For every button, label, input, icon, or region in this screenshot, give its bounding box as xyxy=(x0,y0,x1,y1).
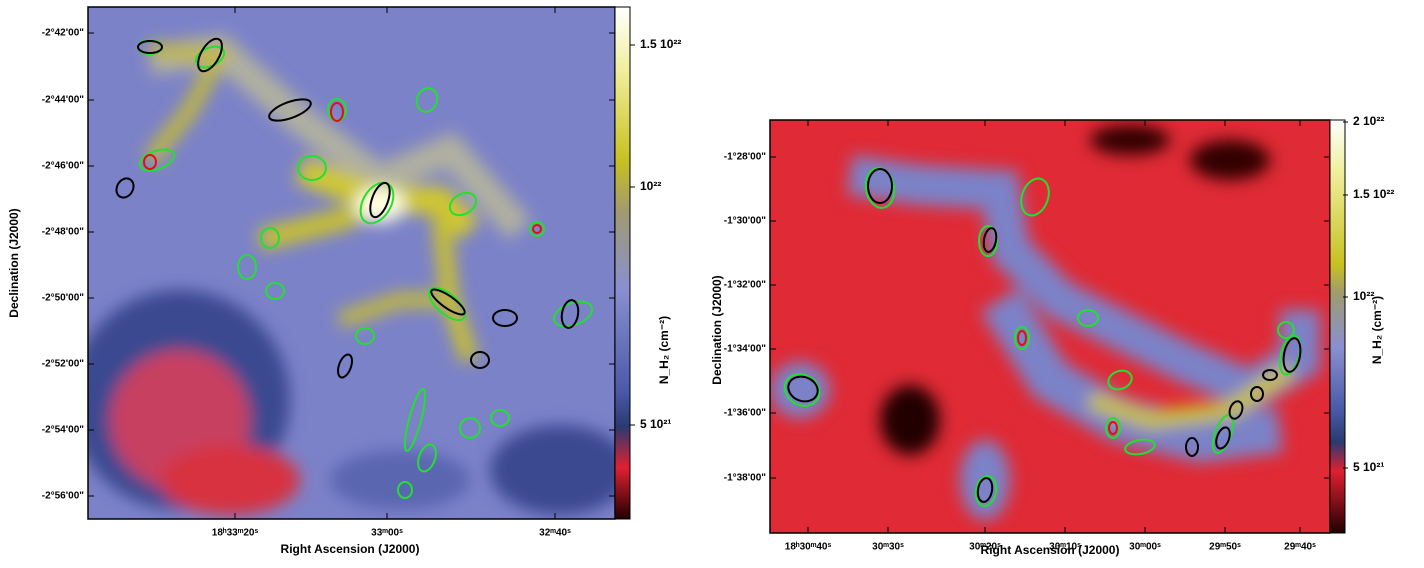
source-ellipse xyxy=(268,98,312,122)
left-map xyxy=(88,7,615,519)
source-ellipse xyxy=(369,181,391,219)
right-colorbar xyxy=(1329,119,1346,534)
y-axis-title: Declination (J2000) xyxy=(7,208,21,317)
source-ellipse xyxy=(976,477,994,503)
x-tick-label: 32ᵐ40ˢ xyxy=(539,528,571,539)
x-tick-label: 30ᵐ10ˢ xyxy=(1049,542,1081,553)
x-tick-label: 30ᵐ00ˢ xyxy=(1129,542,1161,553)
source-ellipse xyxy=(143,154,157,170)
source-ellipse xyxy=(297,155,327,181)
colorbar-label: 1.5 10²² xyxy=(640,37,681,51)
x-tick-label: 18ʰ30ᵐ40ˢ xyxy=(785,542,832,553)
y-tick-label: -2°44'00" xyxy=(42,95,85,106)
x-tick-label: 30ᵐ30ˢ xyxy=(872,542,904,553)
source-ellipse xyxy=(974,475,998,507)
source-ellipse xyxy=(1262,369,1278,381)
source-ellipse xyxy=(867,168,893,204)
x-tick-label: 18ʰ33ᵐ20ˢ xyxy=(212,528,259,539)
source-ellipse xyxy=(427,286,467,322)
colorbar-label: 10²² xyxy=(640,179,661,193)
source-ellipse xyxy=(355,327,375,345)
source-ellipse xyxy=(115,177,135,199)
source-ellipse xyxy=(137,40,163,54)
source-ellipse xyxy=(197,37,223,73)
colorbar-title: N_H₂ (cm⁻²) xyxy=(1370,296,1384,364)
source-ellipse xyxy=(982,227,998,253)
y-tick-label: -2°46'00" xyxy=(42,161,85,172)
source-ellipse xyxy=(864,167,896,209)
y-axis-title: Declination (J2000) xyxy=(710,275,724,384)
source-ellipse xyxy=(492,309,518,327)
x-tick-label: 33ᵐ00ˢ xyxy=(371,528,403,539)
x-tick-label: 29ᵐ40ˢ xyxy=(1284,542,1316,553)
source-ellipse xyxy=(1017,330,1027,346)
y-tick-label: -2°54'00" xyxy=(42,425,85,436)
x-tick-label: 29ᵐ50ˢ xyxy=(1209,542,1241,553)
y-tick-label: -2°42'00" xyxy=(42,28,85,39)
source-ellipse xyxy=(1077,309,1099,327)
y-tick-label: -1°36'00" xyxy=(724,408,767,419)
source-ellipse xyxy=(459,417,481,439)
source-ellipse xyxy=(1020,177,1050,217)
source-ellipse xyxy=(470,351,490,369)
source-ellipse xyxy=(330,102,344,122)
colorbar-label: 5 10²¹ xyxy=(1353,460,1384,474)
right-map xyxy=(770,120,1330,533)
source-ellipse xyxy=(1185,437,1199,457)
source-ellipse xyxy=(1282,337,1302,373)
colorbar-label: 10²² xyxy=(1353,289,1374,303)
source-ellipse xyxy=(978,225,998,257)
y-tick-label: -1°28'00" xyxy=(724,152,767,163)
x-axis-title: Right Ascension (J2000) xyxy=(281,542,420,556)
source-ellipse xyxy=(1228,400,1244,420)
y-tick-label: -1°38'00" xyxy=(724,473,767,484)
y-tick-label: -2°52'00" xyxy=(42,359,85,370)
source-ellipse xyxy=(1124,438,1156,456)
source-ellipse xyxy=(552,300,594,328)
source-ellipse xyxy=(787,375,819,403)
y-tick-label: -1°32'00" xyxy=(724,280,767,291)
source-ellipse xyxy=(1108,421,1118,435)
y-tick-label: -2°48'00" xyxy=(42,227,85,238)
source-ellipse xyxy=(448,191,478,217)
source-ellipse xyxy=(783,373,821,407)
source-ellipse xyxy=(337,353,353,379)
colorbar-label: 1.5 10²² xyxy=(1353,187,1394,201)
source-ellipse xyxy=(1215,426,1231,450)
left-colorbar xyxy=(614,6,631,520)
y-tick-label: -1°30'00" xyxy=(724,216,767,227)
source-ellipse xyxy=(1277,321,1295,339)
source-ellipse xyxy=(415,87,439,113)
source-ellipse xyxy=(397,481,413,499)
x-axis-title: Right Ascension (J2000) xyxy=(981,543,1120,557)
y-tick-label: -2°50'00" xyxy=(42,293,85,304)
colorbar-label: 5 10²¹ xyxy=(640,417,671,431)
source-ellipse xyxy=(560,299,580,329)
colorbar-label: 2 10²² xyxy=(1353,114,1384,128)
source-ellipse xyxy=(237,254,257,280)
source-ellipse xyxy=(1014,326,1030,350)
colorbar-title: N_H₂ (cm⁻²) xyxy=(657,316,671,384)
source-ellipse xyxy=(417,443,437,473)
source-ellipse xyxy=(260,227,280,249)
source-ellipse xyxy=(430,288,466,316)
source-ellipse xyxy=(1250,386,1264,402)
source-ellipse xyxy=(403,388,427,452)
source-ellipse xyxy=(138,148,176,172)
source-ellipse xyxy=(265,282,285,300)
y-tick-label: -1°34'00" xyxy=(724,344,767,355)
source-ellipse xyxy=(532,224,542,234)
source-ellipse xyxy=(529,221,545,237)
x-tick-label: 30ᵐ20ˢ xyxy=(969,542,1001,553)
source-ellipse xyxy=(1107,369,1133,391)
source-ellipse xyxy=(490,409,510,427)
y-tick-label: -2°56'00" xyxy=(42,491,85,502)
source-ellipse xyxy=(1105,417,1121,439)
